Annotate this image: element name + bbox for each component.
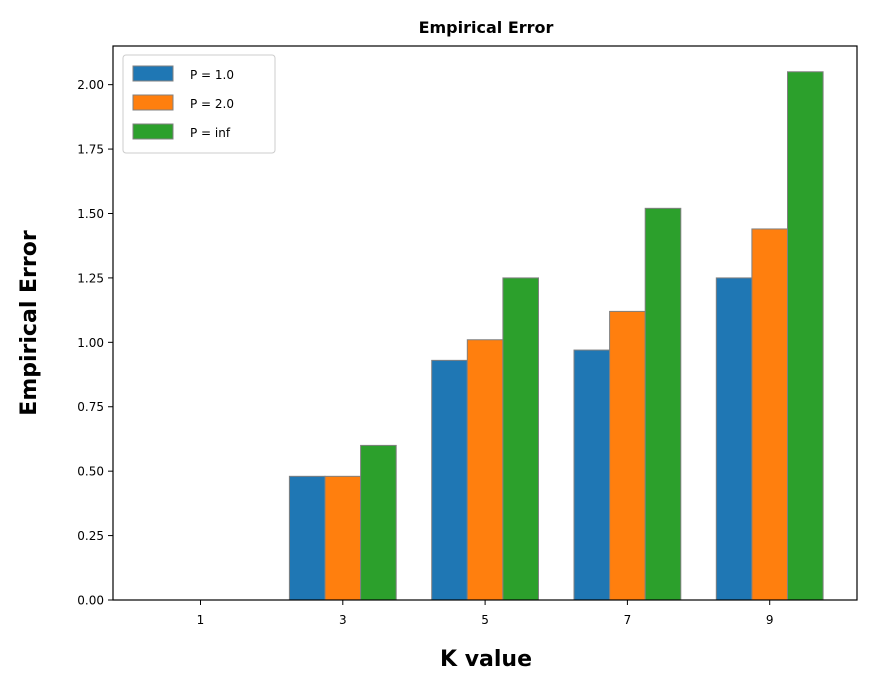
x-tick-label: 9 bbox=[766, 613, 774, 627]
plot-frame bbox=[112, 45, 858, 601]
y-axis-label: Empirical Error bbox=[17, 230, 42, 416]
bar-p-inf-k7 bbox=[644, 207, 682, 601]
bar-p-1-0-k7 bbox=[573, 349, 611, 601]
bar-p-inf-k3 bbox=[360, 444, 397, 601]
bar-p-inf-k5 bbox=[502, 277, 539, 601]
y-tick-label: 0.00 bbox=[77, 594, 104, 608]
legend-label: P = inf bbox=[190, 126, 231, 140]
legend-label: P = 2.0 bbox=[190, 97, 234, 111]
x-tick-label: 1 bbox=[197, 613, 205, 627]
bar-p-1-0-k3 bbox=[288, 475, 326, 601]
y-tick-label: 0.75 bbox=[77, 400, 104, 414]
x-tick-label: 7 bbox=[624, 613, 632, 627]
y-tick-label: 0.50 bbox=[77, 465, 104, 479]
x-axis-label: K value bbox=[440, 647, 532, 672]
bar-p-1-0-k9 bbox=[715, 277, 753, 601]
legend-swatch bbox=[132, 123, 174, 140]
bar-p-1-0-k5 bbox=[431, 359, 468, 601]
legend: P = 1.0 P = 2.0 P = inf bbox=[122, 54, 276, 154]
y-tick-label: 2.00 bbox=[77, 78, 104, 92]
x-tick-label: 3 bbox=[339, 613, 347, 627]
y-tick-label: 0.25 bbox=[77, 529, 104, 543]
bar-p-2-0-k5 bbox=[466, 339, 504, 601]
bar-p-inf-k9 bbox=[787, 71, 824, 601]
legend-label: P = 1.0 bbox=[190, 68, 234, 82]
y-tick-label: 1.00 bbox=[77, 336, 104, 350]
bar-p-2-0-k3 bbox=[324, 475, 362, 601]
legend-swatch bbox=[132, 94, 174, 111]
y-tick-label: 1.50 bbox=[77, 207, 104, 221]
x-tick-label: 5 bbox=[481, 613, 489, 627]
y-tick-label: 1.25 bbox=[77, 271, 104, 285]
chart-title: Empirical Error bbox=[419, 18, 554, 37]
plot-area: 1 3 5 7 9 0.00 0.25 0.50 0.75 1.00 1.25 1.50 1.75 2.0… bbox=[77, 71, 824, 627]
bar-p-2-0-k7 bbox=[609, 310, 646, 601]
bar-p-2-0-k9 bbox=[751, 228, 789, 601]
legend-swatch bbox=[132, 65, 174, 82]
y-tick-label: 1.75 bbox=[77, 143, 104, 157]
